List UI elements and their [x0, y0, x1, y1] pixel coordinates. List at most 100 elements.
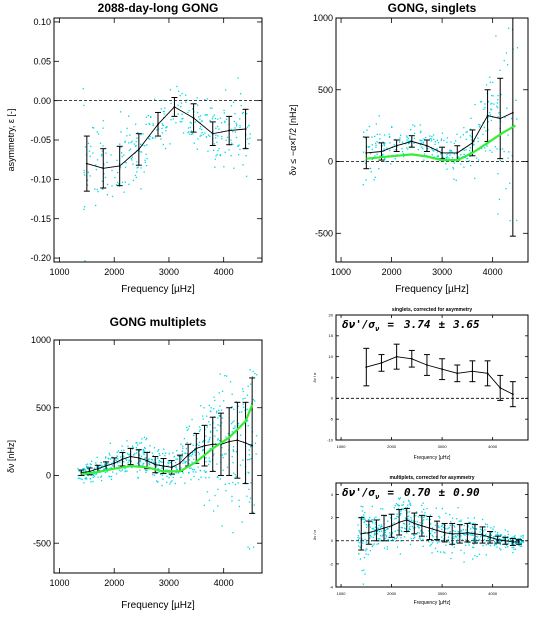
- scatter-point: [208, 457, 210, 459]
- scatter-point: [230, 155, 232, 157]
- scatter-point: [478, 553, 481, 555]
- error-bar: [358, 517, 365, 551]
- scatter-point: [210, 407, 212, 409]
- scatter-point: [441, 524, 443, 526]
- scatter-point: [514, 542, 517, 544]
- scatter-point: [377, 543, 380, 545]
- scatter-point: [154, 137, 156, 139]
- scatter-point: [500, 549, 502, 551]
- scatter-point: [135, 176, 137, 179]
- scatter-point: [435, 148, 438, 150]
- y-tick-label: -5: [329, 417, 333, 422]
- scatter-point: [236, 124, 238, 126]
- scatter-point: [120, 147, 122, 149]
- scatter-point: [128, 149, 130, 152]
- scatter-point: [168, 476, 170, 479]
- scatter-point: [359, 537, 361, 539]
- scatter-point: [503, 150, 505, 153]
- scatter-point: [161, 123, 163, 125]
- data-point: [443, 531, 446, 534]
- scatter-point: [218, 409, 220, 411]
- scatter-point: [231, 421, 234, 423]
- scatter-point: [162, 478, 164, 480]
- scatter-point: [139, 449, 141, 451]
- scatter-point: [465, 539, 467, 541]
- scatter-point: [402, 504, 404, 506]
- scatter-point: [490, 534, 493, 536]
- scatter-point: [232, 101, 235, 103]
- scatter-point: [451, 157, 453, 159]
- scatter-point: [363, 532, 365, 534]
- scatter-point: [149, 445, 151, 447]
- scatter-point: [121, 469, 123, 471]
- scatter-point: [522, 537, 524, 539]
- scatter-point: [506, 537, 508, 539]
- data-point: [499, 387, 502, 389]
- scatter-point: [400, 510, 402, 512]
- scatter-point: [239, 434, 242, 436]
- scatter-point: [456, 536, 458, 538]
- scatter-point: [166, 475, 168, 477]
- scatter-point: [450, 521, 452, 523]
- scatter-point: [201, 132, 203, 134]
- scatter-point: [90, 463, 92, 465]
- scatter-point: [208, 460, 210, 462]
- annotation-eq: =: [387, 318, 394, 331]
- scatter-point: [92, 474, 94, 477]
- scatter-point: [381, 154, 383, 156]
- scatter-point: [128, 115, 130, 117]
- data-point: [428, 527, 431, 529]
- scatter-point: [102, 120, 105, 122]
- scatter-point: [470, 534, 472, 536]
- scatter-point: [117, 450, 120, 452]
- x-tick-label: 2000: [387, 444, 397, 449]
- scatter-point: [248, 454, 250, 456]
- scatter-point: [150, 116, 152, 118]
- scatter-point: [419, 139, 421, 141]
- scatter-point: [183, 460, 185, 462]
- scatter-point: [425, 514, 427, 517]
- scatter-point: [215, 137, 217, 139]
- scatter-point: [237, 424, 239, 426]
- data-point: [228, 129, 231, 132]
- scatter-point: [521, 545, 523, 547]
- scatter-point: [420, 530, 422, 532]
- scatter-point: [236, 125, 238, 127]
- scatter-point: [406, 139, 408, 141]
- scatter-point: [395, 503, 398, 505]
- data-point: [456, 152, 459, 154]
- scatter-point: [511, 546, 513, 549]
- scatter-point: [445, 512, 447, 514]
- scatter-point: [465, 544, 467, 546]
- scatter-point: [487, 537, 489, 539]
- scatter-point: [151, 459, 153, 461]
- scatter-point: [514, 538, 517, 540]
- scatter-point: [505, 52, 508, 54]
- data-point: [137, 456, 140, 459]
- scatter-point: [369, 550, 371, 552]
- scatter-point: [234, 113, 236, 115]
- scatter-point: [472, 546, 474, 548]
- scatter-point: [412, 527, 415, 529]
- scatter-point: [101, 155, 103, 157]
- scatter-point: [140, 143, 142, 145]
- scatter-point: [446, 141, 448, 143]
- fit-curve: [366, 124, 516, 162]
- scatter-point: [378, 530, 381, 533]
- scatter-point: [463, 561, 465, 563]
- scatter-point: [410, 537, 412, 540]
- scatter-point: [468, 160, 470, 162]
- scatter-point: [143, 453, 145, 456]
- scatter-point: [178, 90, 180, 92]
- error-bar: [408, 135, 415, 148]
- scatter-point: [496, 148, 498, 150]
- scatter-point: [513, 548, 515, 550]
- scatter-point: [83, 208, 85, 211]
- scatter-point: [376, 141, 378, 143]
- scatter-point: [431, 542, 434, 544]
- scatter-point: [513, 544, 515, 546]
- scatter-point: [184, 482, 186, 484]
- scatter-point: [154, 98, 156, 100]
- scatter-point: [473, 140, 475, 142]
